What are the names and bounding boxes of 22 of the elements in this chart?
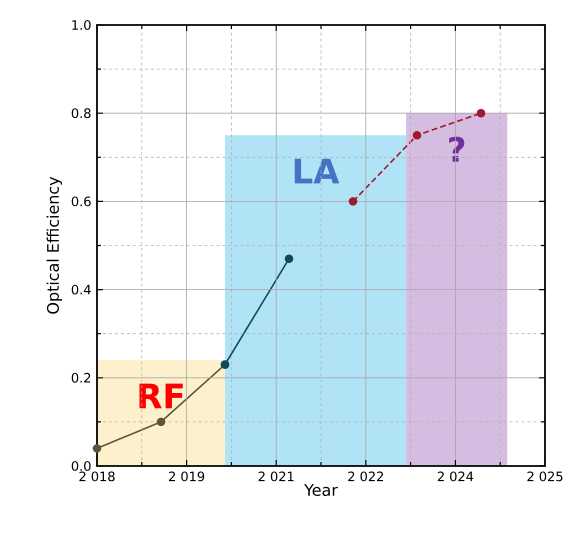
point <box>476 108 486 118</box>
x-tick-label: 2 021 <box>258 472 294 482</box>
x-tick-label: 2 018 <box>79 472 115 482</box>
y-tick-label: 0.4 <box>72 284 91 294</box>
x-tick-label: 2 022 <box>348 472 384 482</box>
series-label: LA <box>294 158 340 184</box>
y-tick-label: 0.2 <box>72 372 90 383</box>
y-tick-label: 0.8 <box>72 108 91 118</box>
point <box>92 444 102 453</box>
point <box>412 130 422 140</box>
x-tick-label: 2 025 <box>527 472 562 482</box>
series-label: RF <box>140 384 183 408</box>
y-tick-label: 1.0 <box>72 20 91 30</box>
y-axis-title: Optical Efficiency <box>46 176 62 314</box>
point <box>156 418 166 426</box>
y-tick-label: 0.6 <box>72 196 91 206</box>
point <box>284 254 294 264</box>
x-axis-title: Year <box>304 484 338 496</box>
x-tick-label: 2 019 <box>169 472 204 482</box>
x-tick-label: 2 024 <box>438 472 474 482</box>
point <box>348 197 358 206</box>
y-tick-label: 0.0 <box>72 461 91 471</box>
